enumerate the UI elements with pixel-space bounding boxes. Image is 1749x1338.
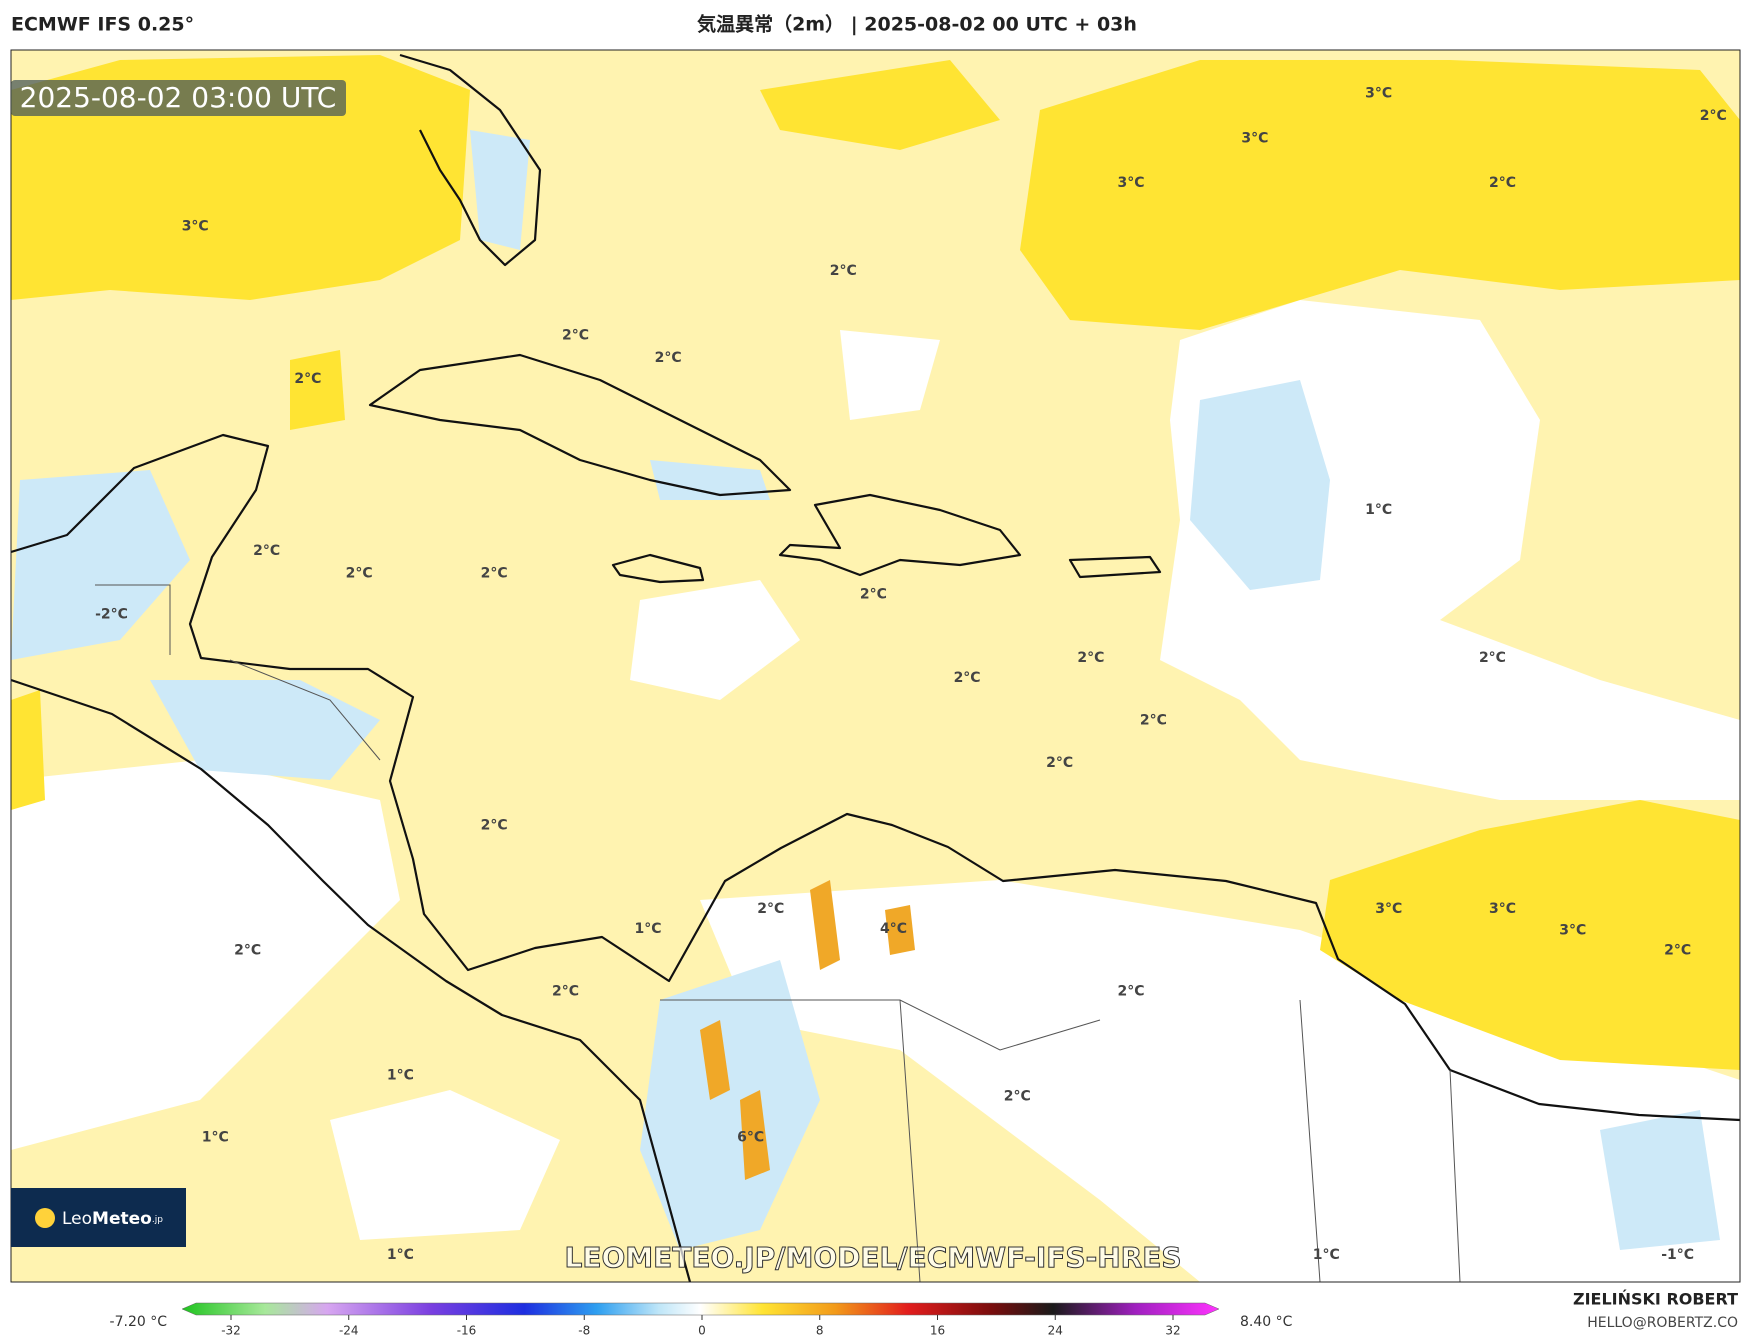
- map-frame: [10, 49, 1741, 1283]
- contour-label: 3°C: [1489, 901, 1516, 917]
- logo-name: Meteo: [92, 1209, 152, 1229]
- logo-suffix: .jp: [152, 1215, 163, 1225]
- contour-label: 2°C: [830, 263, 857, 279]
- contour-label: 2°C: [562, 328, 589, 344]
- contour-label: 2°C: [481, 565, 508, 581]
- contour-label: -2°C: [95, 607, 128, 623]
- contour-label: 3°C: [182, 218, 209, 234]
- colorbar-max: 8.40 °C: [1240, 1314, 1293, 1330]
- contour-label: 2°C: [294, 371, 321, 387]
- contour-label: 2°C: [1118, 984, 1145, 1000]
- colorbar-min: -7.20 °C: [110, 1314, 168, 1330]
- contour-labels: 3°C 3°C 3°C 3°C 2°C 2°C 2°C 2°C 2°C 2°C 1°C 2°C 2°C 2…: [95, 86, 1727, 1263]
- timestamp-box: [11, 80, 346, 116]
- contour-label: 6°C: [737, 1130, 764, 1146]
- contour-label: 3°C: [1241, 130, 1268, 146]
- contour-label: 2°C: [1004, 1088, 1031, 1104]
- colorbar-tick-label: 24: [1048, 1324, 1063, 1338]
- contour-label: 2°C: [954, 670, 981, 686]
- contour-label: 2°C: [757, 901, 784, 917]
- contour-label: 1°C: [387, 1247, 414, 1263]
- contour-label: 2°C: [1140, 713, 1167, 729]
- warm-areas: [11, 55, 1740, 1070]
- map: [11, 50, 1740, 1282]
- contour-label: 2°C: [860, 587, 887, 603]
- contour-label: 2°C: [1664, 942, 1691, 958]
- contour-label: 3°C: [1559, 922, 1586, 938]
- colorbar-tick-label: -32: [221, 1324, 241, 1338]
- colorbar-tick-label: -16: [457, 1324, 477, 1338]
- logo-text: LeoMeteo.jp: [62, 1209, 163, 1229]
- contour-label: 2°C: [552, 984, 579, 1000]
- contour-label: 3°C: [1375, 901, 1402, 917]
- contour-label: -1°C: [1661, 1247, 1694, 1263]
- contour-label: 1°C: [387, 1067, 414, 1083]
- contour-label: 2°C: [1077, 650, 1104, 666]
- contour-label: 2°C: [234, 942, 261, 958]
- contour-label: 2°C: [1489, 175, 1516, 191]
- contour-label: 2°C: [1700, 108, 1727, 124]
- colorbar-tick-label: -8: [578, 1324, 590, 1338]
- colorbar-tick-label: -24: [339, 1324, 359, 1338]
- contour-label: 2°C: [1479, 650, 1506, 666]
- contour-label: 3°C: [1118, 175, 1145, 191]
- colorbar-tick-label: 8: [816, 1324, 824, 1338]
- contour-label: 1°C: [1313, 1247, 1340, 1263]
- contour-label: 4°C: [880, 921, 907, 937]
- colorbar: [181, 1302, 1220, 1316]
- contour-label: 2°C: [253, 543, 280, 559]
- contour-label: 2°C: [1046, 755, 1073, 771]
- contour-label: 1°C: [202, 1130, 229, 1146]
- contour-label: 1°C: [1365, 502, 1392, 518]
- contact: HELLO@ROBERTZ.CO: [1587, 1315, 1738, 1331]
- contour-label: 3°C: [1365, 86, 1392, 102]
- watermark: LEOMETEO.JP/MODEL/ECMWF-IFS-HRES: [564, 1241, 1181, 1274]
- colorbar-tick-label: 0: [698, 1324, 706, 1338]
- contour-label: 2°C: [346, 565, 373, 581]
- hot-spots: [700, 880, 915, 1180]
- coastlines: [11, 53, 1740, 1282]
- model-name: ECMWF IFS 0.25°: [11, 14, 194, 36]
- colorbar-tick-label: 16: [930, 1324, 945, 1338]
- contour-label: 2°C: [481, 817, 508, 833]
- colorbar-ticks: -32 -24 -16 -8 0 8 16 24 32: [221, 1315, 1181, 1338]
- logo-prefix: Leo: [62, 1209, 92, 1229]
- timestamp: 2025-08-02 03:00 UTC: [20, 81, 337, 114]
- logo-sun: [35, 1208, 55, 1228]
- author: ZIELIŃSKI ROBERT: [1573, 1290, 1738, 1309]
- contour-label: 1°C: [635, 921, 662, 937]
- cool-areas: [11, 130, 1720, 1250]
- map-title: 気温異常（2m） | 2025-08-02 00 UTC + 03h: [697, 13, 1137, 36]
- colorbar-tick-label: 32: [1165, 1324, 1180, 1338]
- contour-label: 2°C: [655, 350, 682, 366]
